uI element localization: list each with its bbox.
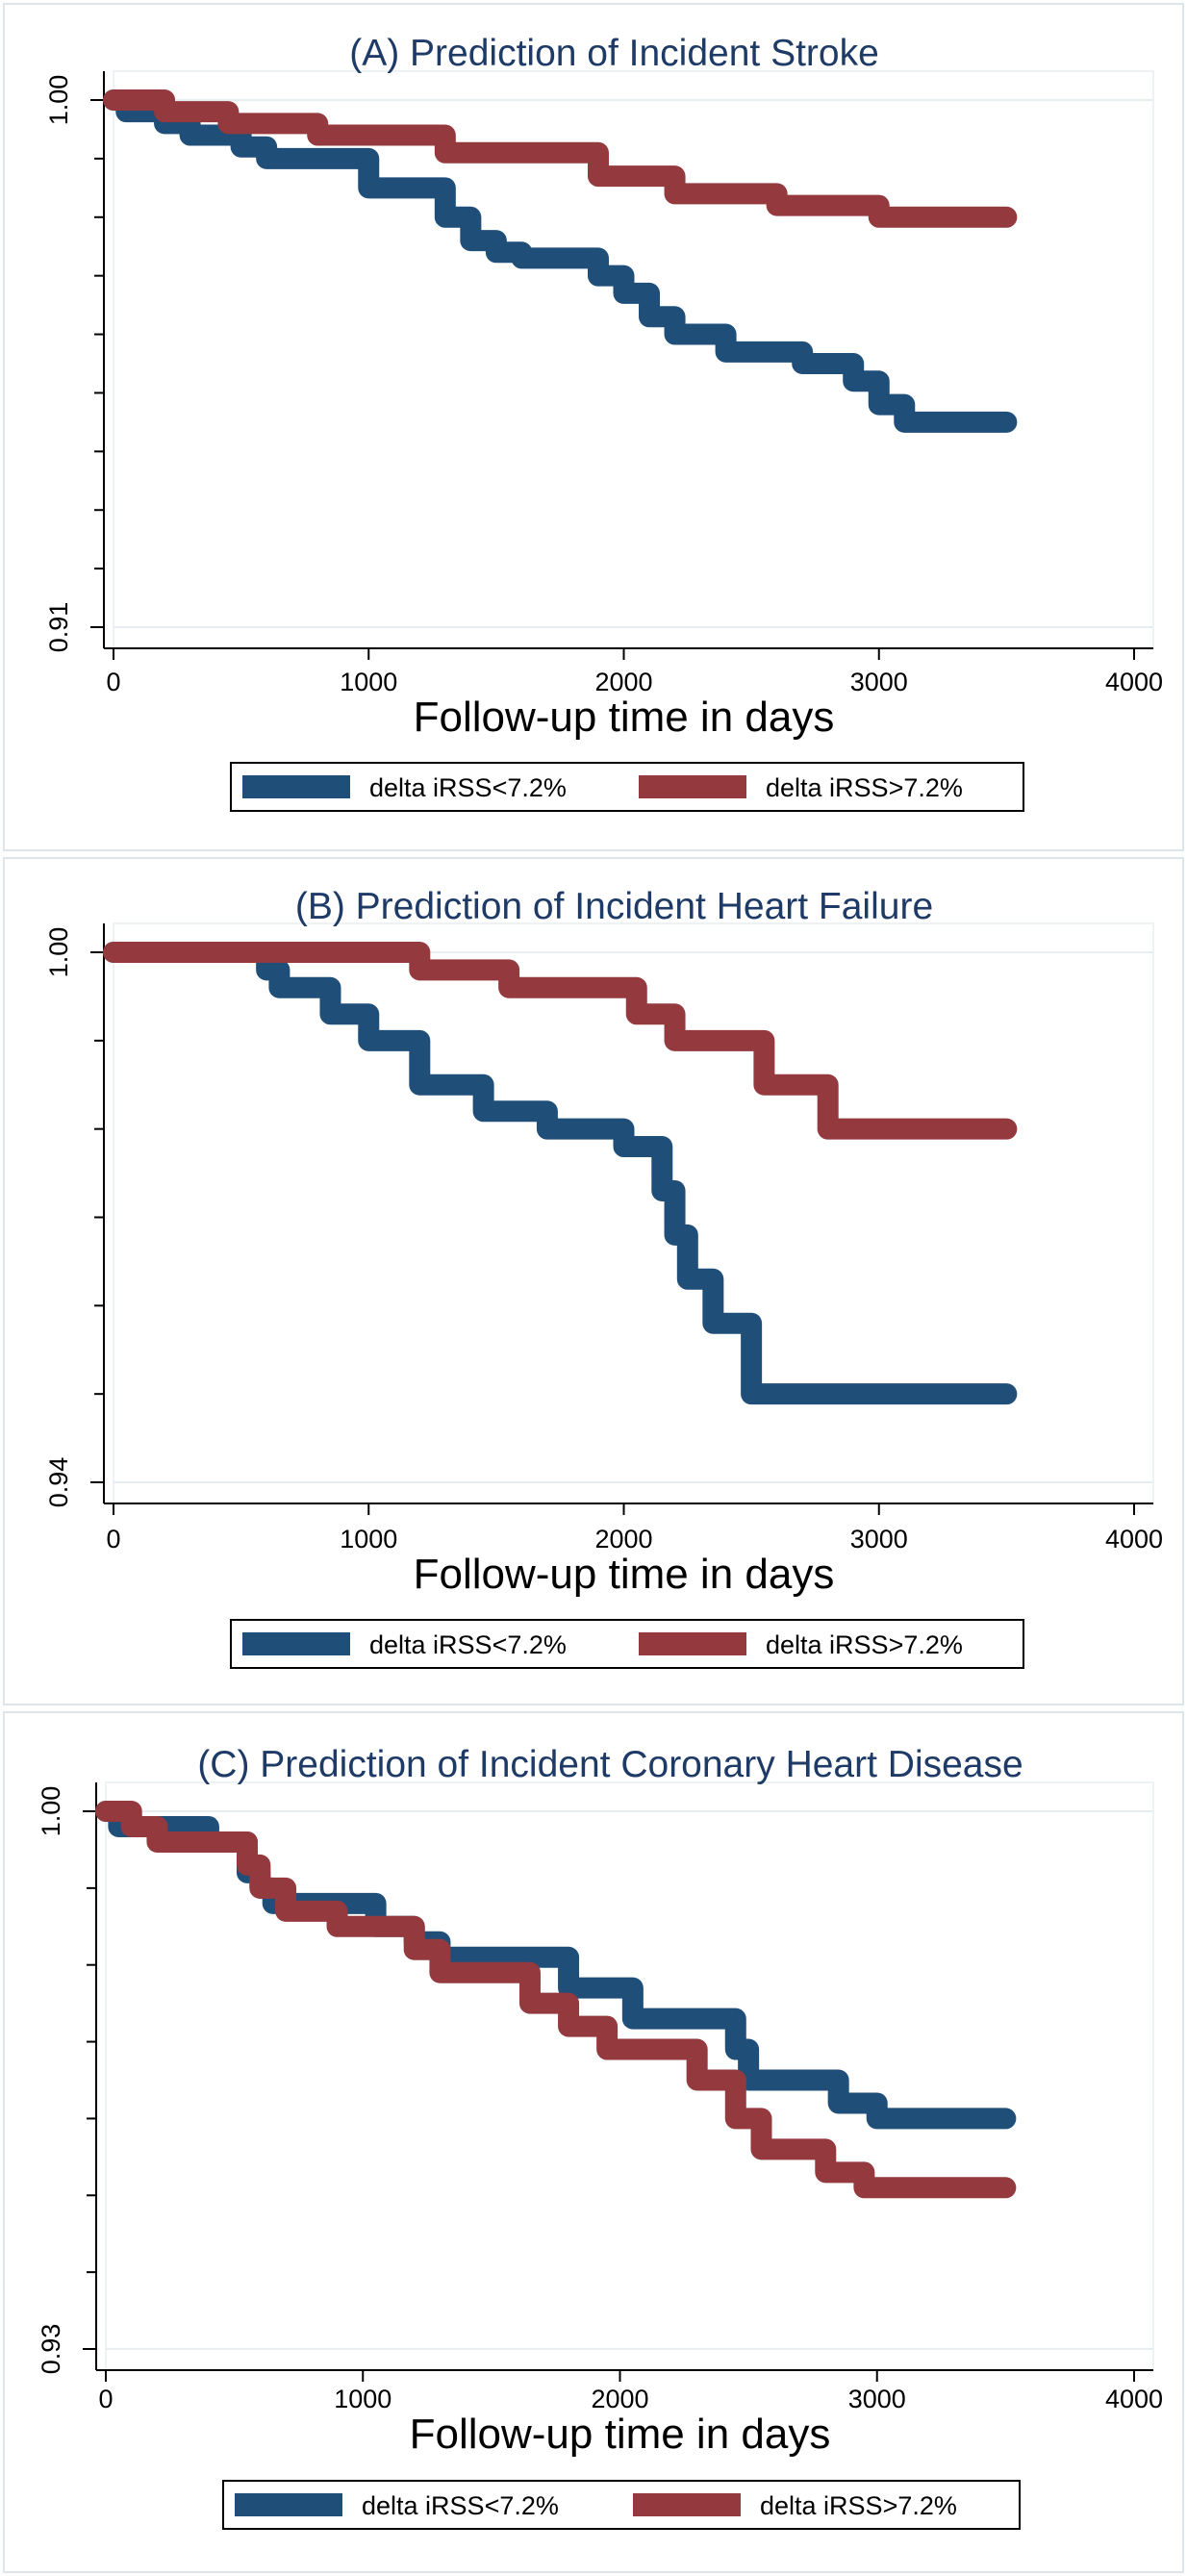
series-line-a-2	[103, 89, 1018, 228]
legend-swatch-c-1	[235, 2493, 342, 2516]
series-line-c-2	[95, 1801, 1017, 2199]
x-tick-label-b-4: 4000	[1105, 1525, 1163, 1553]
x-tick-label-c-0: 0	[98, 2385, 113, 2413]
x-tick-label-c-2: 2000	[591, 2385, 648, 2413]
x-tick-label-a-4: 4000	[1105, 668, 1163, 696]
x-tick-label-b-2: 2000	[594, 1525, 652, 1553]
legend-box-c	[222, 2480, 1021, 2530]
y-tick-label-c-1: 1.00	[37, 1786, 65, 1837]
x-tick-label-b-0: 0	[106, 1525, 120, 1553]
legend-label-b-1: delta iRSS<7.2%	[369, 1630, 567, 1659]
y-tick-label-b-1: 1.00	[44, 927, 73, 978]
chart-title-b: (B) Prediction of Incident Heart Failure	[295, 886, 933, 927]
chart-title-a: (A) Prediction of Incident Stroke	[349, 33, 879, 74]
legend-swatch-b-2	[639, 1632, 746, 1655]
panel-a: 0 1000 2000 3000 4000 0.91 1.00 (A) Prediction …	[3, 3, 1184, 851]
legend-label-b-2: delta iRSS>7.2%	[766, 1630, 963, 1659]
y-tick-label-b-0: 0.94	[44, 1457, 73, 1508]
legend-swatch-b-1	[242, 1632, 350, 1655]
x-tick-label-c-3: 3000	[848, 2385, 906, 2413]
x-tick-label-a-2: 2000	[594, 668, 652, 696]
y-tick-label-a-1: 1.00	[44, 75, 73, 126]
series-line-a-1	[103, 89, 1018, 433]
x-axis-label-b: Follow-up time in days	[414, 1551, 835, 1598]
legend-label-c-2: delta iRSS>7.2%	[760, 2491, 957, 2520]
legend-label-a-1: delta iRSS<7.2%	[369, 773, 567, 802]
legend-label-a-2: delta iRSS>7.2%	[766, 773, 963, 802]
x-tick-label-a-3: 3000	[850, 668, 908, 696]
legend-c: delta iRSS<7.2% delta iRSS>7.2%	[222, 2480, 1021, 2530]
legend-box-a	[230, 762, 1024, 812]
legend-b: delta iRSS<7.2% delta iRSS>7.2%	[230, 1619, 1024, 1669]
panel-b: 0 1000 2000 3000 4000 0.94 1.00 (B) Prediction …	[3, 857, 1184, 1705]
legend-swatch-c-2	[633, 2493, 741, 2516]
panel-c: 0 1000 2000 3000 4000 0.93 1.00 (C) Prediction …	[3, 1711, 1184, 2573]
legend-swatch-a-1	[242, 775, 350, 798]
legend-a: delta iRSS<7.2% delta iRSS>7.2%	[230, 762, 1024, 812]
x-axis-label-a: Follow-up time in days	[414, 694, 835, 741]
series-line-b-2	[103, 942, 1018, 1140]
x-tick-label-a-1: 1000	[340, 668, 397, 696]
legend-box-b	[230, 1619, 1024, 1669]
x-tick-label-b-1: 1000	[340, 1525, 397, 1553]
chart-title-c: (C) Prediction of Incident Coronary Hear…	[197, 1744, 1023, 1785]
y-tick-label-a-0: 0.91	[44, 602, 73, 653]
y-tick-label-c-0: 0.93	[37, 2324, 65, 2375]
x-tick-label-b-3: 3000	[850, 1525, 908, 1553]
series-line-b-1	[103, 942, 1018, 1405]
x-tick-label-c-4: 4000	[1105, 2385, 1163, 2413]
x-axis-label-c: Follow-up time in days	[410, 2411, 831, 2458]
x-tick-label-a-0: 0	[106, 668, 120, 696]
x-tick-label-c-1: 1000	[334, 2385, 391, 2413]
legend-swatch-a-2	[639, 775, 746, 798]
legend-label-c-1: delta iRSS<7.2%	[362, 2491, 559, 2520]
